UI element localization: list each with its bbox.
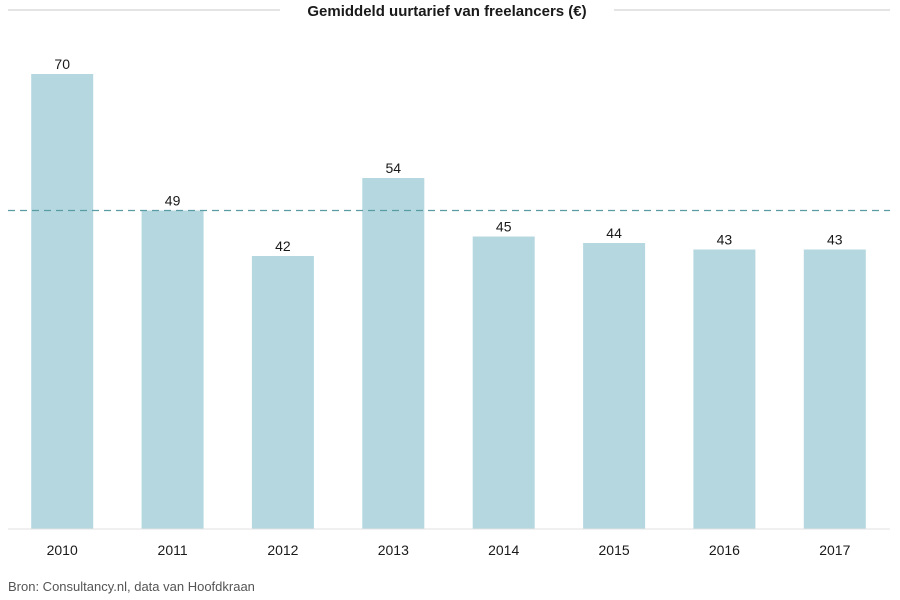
- x-tick-2016: 2016: [709, 542, 740, 558]
- bar-2010: [31, 74, 94, 529]
- value-labels: 70 49 42 54 45 44 43 43: [54, 56, 842, 254]
- x-axis-tick-labels: 2010 2011 2012 2013 2014 2015 2016 2017: [47, 542, 851, 558]
- value-label-2010: 70: [54, 56, 70, 72]
- bar-2014: [472, 236, 535, 529]
- chart-title: Gemiddeld uurtarief van freelancers (€): [307, 3, 586, 20]
- x-tick-2017: 2017: [819, 542, 850, 558]
- bar-2013: [362, 178, 425, 529]
- bar-2011: [141, 210, 204, 529]
- x-tick-2015: 2015: [599, 542, 630, 558]
- bar-2015: [583, 243, 646, 529]
- x-tick-2011: 2011: [158, 542, 188, 558]
- value-label-2015: 44: [606, 225, 622, 241]
- bars-group: [31, 74, 866, 529]
- source-note: Bron: Consultancy.nl, data van Hoofdkraa…: [8, 579, 255, 594]
- value-label-2012: 42: [275, 238, 291, 254]
- x-tick-2010: 2010: [47, 542, 78, 558]
- value-label-2011: 49: [165, 193, 181, 209]
- x-tick-2013: 2013: [378, 542, 409, 558]
- bar-2012: [251, 256, 314, 529]
- value-label-2017: 43: [827, 232, 843, 248]
- x-tick-2014: 2014: [488, 542, 519, 558]
- value-label-2014: 45: [496, 219, 512, 235]
- value-label-2016: 43: [717, 232, 733, 248]
- x-tick-2012: 2012: [267, 542, 298, 558]
- bar-2017: [803, 249, 866, 529]
- bar-2016: [693, 249, 756, 529]
- value-label-2013: 54: [386, 160, 402, 176]
